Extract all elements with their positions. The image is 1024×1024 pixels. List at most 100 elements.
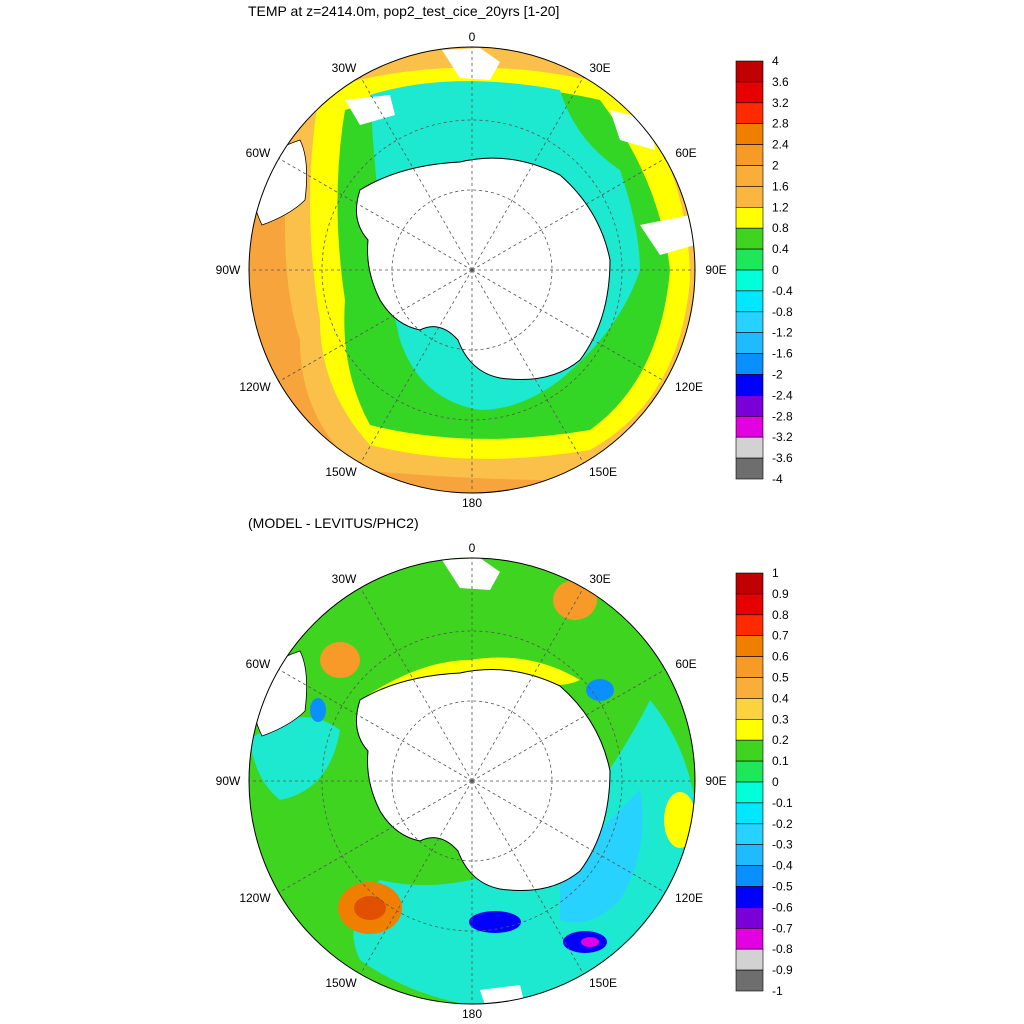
- colorbar-tick-label: 2.4: [772, 138, 789, 152]
- colorbar-tick-label: 0.4: [772, 691, 789, 705]
- map-title-top: TEMP at z=2414.0m, pop2_test_cice_20yrs …: [248, 3, 560, 19]
- lon-label: 60W: [246, 146, 271, 160]
- lon-label: 120W: [239, 891, 271, 905]
- colorbar-tick-label: -0.7: [772, 921, 793, 935]
- colorbar-swatch: [735, 927, 764, 950]
- colorbar-tick-label: 1.6: [772, 179, 789, 193]
- lon-label: 150W: [325, 976, 357, 990]
- polar-map-top: [248, 46, 696, 494]
- anomaly-positive-north: [553, 580, 597, 620]
- colorbar-swatch: [735, 593, 764, 616]
- colorbar-swatch: [735, 144, 764, 166]
- colorbar-tick-label: -1: [772, 984, 783, 998]
- colorbar-top: 4 3.6 3.2 2.8 2.4 2 1.6 1.2 0.8 0.4 0 -0.4 -0.8 -1.2 -…: [735, 54, 793, 486]
- colorbar-swatch: [735, 332, 764, 354]
- colorbar-tick-label: 0.3: [772, 712, 789, 726]
- lon-label: 180: [462, 1007, 482, 1021]
- colorbar-swatch: [735, 269, 764, 292]
- longitude-labels-bottom: 0 30E 30W 60W 60E 90W 90E 120W 120E 150W…: [216, 541, 727, 1021]
- colorbar-tick-label: -0.1: [772, 796, 793, 810]
- colorbar-tick-label: 0.2: [772, 733, 789, 747]
- colorbar-tick-label: -4: [772, 472, 783, 486]
- lon-label: 150W: [325, 465, 357, 479]
- lon-label: 30W: [332, 572, 357, 586]
- field-region-lightblue: [560, 790, 643, 923]
- colorbar-swatch: [735, 781, 764, 804]
- colorbar-swatch: [735, 311, 764, 333]
- colorbar-swatch: [735, 677, 764, 699]
- colorbar-swatch: [735, 802, 764, 825]
- antarctica-land: [355, 157, 611, 381]
- colorbar-tick-label: 0.9: [772, 587, 789, 601]
- colorbar-tick-label: 0: [772, 775, 779, 789]
- colorbar-tick-label: 0.4: [772, 242, 789, 256]
- colorbar-swatch: [735, 227, 764, 250]
- colorbar-bottom: 1 0.9 0.8 0.7 0.6 0.5 0.4 0.3 0.2 0.1 0 -0.1 -0.2 -0.…: [735, 566, 793, 998]
- colorbar-swatch: [735, 248, 764, 271]
- colorbar-swatch: [735, 457, 764, 480]
- colorbar-tick-label: -0.5: [772, 880, 793, 894]
- polar-map-bottom: [248, 557, 696, 1005]
- lon-label: 180: [462, 496, 482, 510]
- lon-label: 150E: [589, 976, 617, 990]
- colorbar-tick-label: -0.6: [772, 900, 793, 914]
- colorbar-tick-label: -1.6: [772, 347, 793, 361]
- longitude-labels-top: 0 30E 30W 60W 60E 90W 90E 120W 120E 150W…: [216, 30, 727, 510]
- colorbar-swatch: [735, 60, 764, 83]
- colorbar-tick-label: -0.8: [772, 305, 793, 319]
- colorbar-swatch: [735, 123, 764, 145]
- lon-label: 90W: [216, 263, 241, 277]
- field-region-cyan-west: [250, 717, 340, 800]
- lon-label: 120E: [675, 891, 703, 905]
- colorbar-swatch: [735, 656, 764, 678]
- colorbar-tick-label: -1.2: [772, 326, 793, 340]
- colorbar-swatch: [735, 614, 764, 636]
- colorbar-tick-label: 1: [772, 566, 779, 580]
- lon-label: 30E: [589, 572, 610, 586]
- lon-label: 30W: [332, 61, 357, 75]
- colorbar-tick-label: 0.8: [772, 221, 789, 235]
- mask-patch: [442, 558, 500, 590]
- anomaly-positive-west-core: [354, 896, 386, 920]
- colorbar-swatch: [735, 353, 764, 375]
- anomaly-negative-2-core: [581, 937, 599, 947]
- colorbar-swatch: [735, 165, 764, 187]
- lon-label: 150E: [589, 465, 617, 479]
- colorbar-swatch: [735, 436, 764, 459]
- mask-patch: [345, 95, 395, 125]
- colorbar-tick-label: 3.2: [772, 96, 789, 110]
- colorbar-tick-label: -0.8: [772, 942, 793, 956]
- colorbar-tick-label: -3.2: [772, 430, 793, 444]
- colorbar-tick-label: 3.6: [772, 75, 789, 89]
- colorbar-swatch: [735, 907, 764, 929]
- lon-label: 90E: [705, 774, 726, 788]
- anomaly-negative-1: [469, 911, 521, 933]
- antarctica-land: [355, 669, 611, 892]
- map-title-bottom: (MODEL - LEVITUS/PHC2): [248, 515, 419, 531]
- colorbar-swatch: [735, 698, 764, 720]
- colorbar-swatch: [735, 760, 764, 783]
- colorbar-tick-label: -0.3: [772, 838, 793, 852]
- colorbar-swatch: [735, 290, 764, 313]
- graticule: [249, 47, 695, 493]
- colorbar-swatch: [735, 395, 764, 417]
- colorbar-swatch: [735, 865, 764, 887]
- colorbar-tick-label: 0.5: [772, 671, 789, 685]
- map-boundary: [248, 46, 696, 494]
- colorbar-tick-label: -3.6: [772, 451, 793, 465]
- graticule: [249, 558, 695, 1004]
- colorbar-tick-label: -0.4: [772, 859, 793, 873]
- field-region-cyan: [353, 700, 695, 1004]
- lon-label: 90W: [216, 774, 241, 788]
- colorbar-swatch: [735, 969, 764, 992]
- colorbar-tick-label: -2.4: [772, 388, 793, 402]
- lon-label: 0: [469, 30, 476, 44]
- map-boundary: [248, 557, 696, 1005]
- lon-label: 60E: [675, 146, 696, 160]
- lon-label: 60W: [246, 657, 271, 671]
- colorbar-tick-label: 4: [772, 54, 779, 68]
- colorbar-tick-label: 0.7: [772, 629, 789, 643]
- colorbar-swatch: [735, 886, 764, 908]
- colorbar-tick-label: -0.4: [772, 284, 793, 298]
